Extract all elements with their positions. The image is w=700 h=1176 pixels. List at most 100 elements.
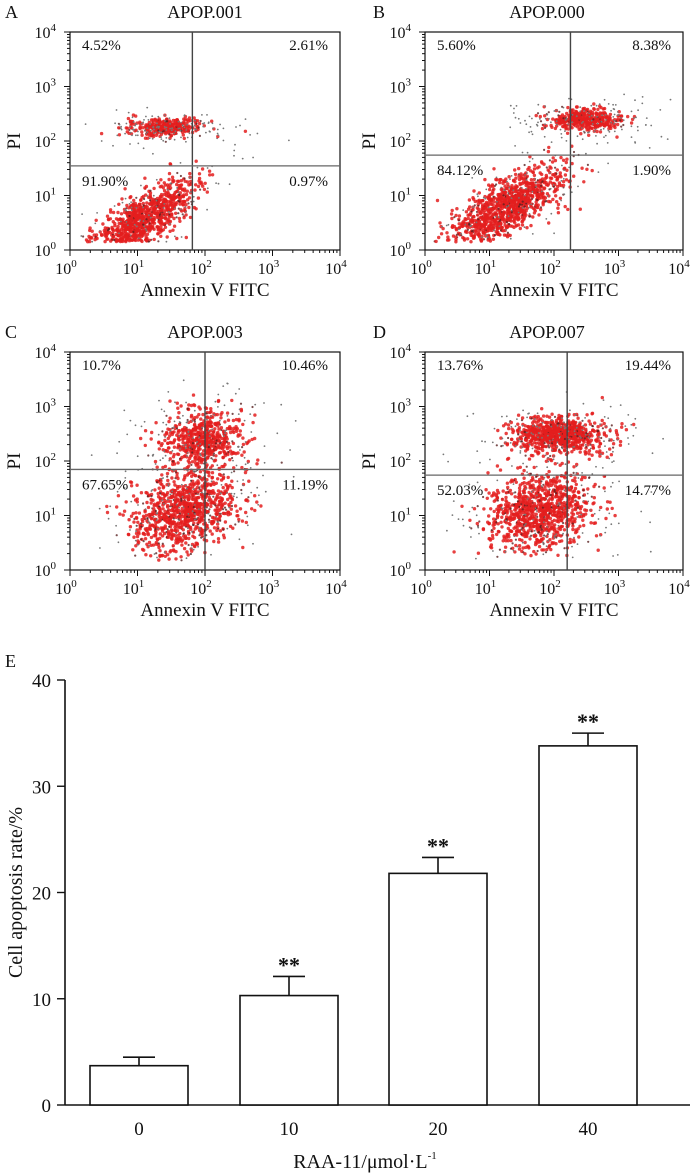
event-dot <box>509 219 513 223</box>
event-dot <box>148 522 151 524</box>
event-dot <box>171 441 176 445</box>
event-dot <box>446 235 450 239</box>
event-dot <box>222 464 226 469</box>
event-dot <box>185 484 187 487</box>
event-dot <box>125 126 130 130</box>
event-dot <box>118 123 121 126</box>
event-dot <box>623 93 625 96</box>
event-dot <box>547 111 550 114</box>
event-dot <box>567 123 569 126</box>
event-dot <box>465 223 469 227</box>
event-dot <box>148 199 152 202</box>
event-dot <box>210 521 214 526</box>
event-dot <box>146 195 149 197</box>
event-dot <box>197 444 200 447</box>
event-dot <box>170 175 175 179</box>
event-dot <box>159 209 164 213</box>
event-dot <box>182 215 186 220</box>
event-dot <box>228 492 232 497</box>
event-dot <box>522 211 526 215</box>
event-dot <box>531 215 535 219</box>
event-dot <box>525 123 528 126</box>
event-dot <box>208 521 211 523</box>
event-dot <box>483 227 487 231</box>
event-dot <box>552 185 555 188</box>
event-dot <box>591 123 594 125</box>
event-dot <box>219 123 222 126</box>
event-dot <box>147 240 150 243</box>
event-dot <box>134 539 137 542</box>
event-dot <box>565 111 569 116</box>
event-dot <box>122 220 126 225</box>
event-dot <box>215 182 218 185</box>
event-dot <box>253 413 257 417</box>
event-dot <box>528 198 532 203</box>
event-dot <box>478 211 483 216</box>
event-dot <box>508 186 511 189</box>
event-dot <box>620 125 623 128</box>
event-dot <box>155 512 158 515</box>
event-dot <box>99 547 101 549</box>
event-dot <box>258 494 260 497</box>
event-dot <box>186 418 189 422</box>
event-dot <box>155 131 157 134</box>
event-dot <box>564 119 568 124</box>
event-dot <box>130 217 134 221</box>
event-dot <box>582 112 586 116</box>
event-dot <box>529 126 532 128</box>
event-dot <box>570 191 573 194</box>
event-dot <box>483 212 487 216</box>
event-dot <box>160 529 165 533</box>
event-dot <box>561 164 563 167</box>
event-dot <box>186 553 190 557</box>
event-dot <box>454 213 458 218</box>
event-dot <box>577 185 579 188</box>
event-dot <box>145 526 149 531</box>
event-dot <box>128 203 131 205</box>
event-dot <box>524 199 528 204</box>
event-dot <box>174 195 178 200</box>
event-dot <box>511 201 516 205</box>
event-dot <box>198 526 201 529</box>
event-dot <box>541 201 545 205</box>
event-dot <box>529 178 534 182</box>
event-dot <box>133 221 137 225</box>
event-dot <box>159 234 163 238</box>
event-dot <box>230 485 234 490</box>
event-dot <box>280 461 283 464</box>
event-dot <box>149 189 152 192</box>
event-dot <box>537 103 540 106</box>
event-dot <box>170 212 174 216</box>
event-dot <box>198 534 201 537</box>
event-dot <box>534 203 538 207</box>
event-dot <box>193 422 197 427</box>
event-dot <box>167 485 170 487</box>
event-dot <box>200 533 204 538</box>
event-dot <box>536 124 539 127</box>
event-dot <box>156 495 161 499</box>
event-dot <box>177 120 180 123</box>
quadrant-percentage: 1.90% <box>632 163 671 179</box>
event-dot <box>161 542 164 545</box>
event-dot <box>171 180 175 184</box>
event-dot <box>610 121 613 124</box>
event-dot <box>209 483 213 487</box>
event-dot <box>231 412 234 415</box>
event-dot <box>210 119 214 123</box>
event-dot <box>544 123 546 126</box>
event-dot <box>188 504 193 509</box>
event-dot <box>212 501 216 505</box>
event-dot <box>168 499 173 504</box>
event-dot <box>168 138 171 141</box>
event-dot <box>557 114 560 117</box>
event-dot <box>152 194 155 197</box>
event-dot <box>255 462 259 466</box>
event-dot <box>251 420 255 425</box>
event-dot <box>531 117 533 120</box>
event-dot <box>181 485 185 489</box>
y-axis-label: PI <box>4 133 25 150</box>
event-dot <box>135 483 139 487</box>
event-dot <box>492 206 496 210</box>
event-dot <box>605 122 609 127</box>
